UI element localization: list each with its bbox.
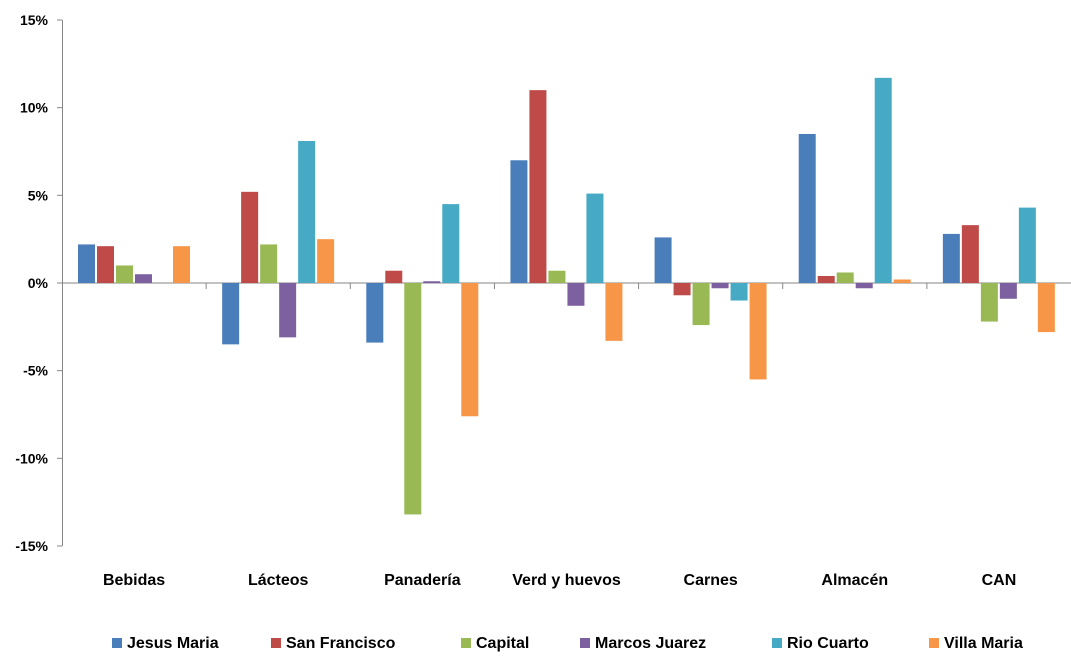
- category-label: CAN: [982, 572, 1017, 589]
- bar: [366, 283, 384, 343]
- category-label: Almacén: [821, 572, 888, 589]
- legend-swatch: [461, 638, 471, 648]
- bar: [961, 225, 979, 283]
- bar: [586, 193, 604, 283]
- bar: [135, 274, 152, 283]
- legend-label: Capital: [476, 635, 529, 652]
- legend-label: San Francisco: [286, 635, 396, 652]
- bar: [942, 233, 960, 283]
- y-tick-label: -10%: [15, 450, 48, 466]
- y-tick-label: -15%: [15, 538, 48, 554]
- bar: [97, 246, 114, 283]
- bar: [173, 246, 190, 283]
- bar: [317, 239, 335, 283]
- category-label: Panadería: [384, 572, 461, 589]
- y-tick-label: -5%: [23, 363, 48, 379]
- bar: [423, 281, 441, 283]
- bar: [279, 283, 297, 338]
- bar: [442, 204, 460, 283]
- legend-swatch: [112, 638, 122, 648]
- bar: [78, 244, 95, 283]
- bar: [798, 133, 816, 283]
- legend-swatch: [271, 638, 281, 648]
- bar: [1037, 283, 1055, 333]
- bar: [260, 244, 278, 283]
- legend-swatch: [580, 638, 590, 648]
- category-label: Bebidas: [103, 572, 165, 589]
- bar: [980, 283, 998, 322]
- bar: [567, 283, 585, 306]
- bar: [817, 275, 835, 283]
- category-label: Verd y huevos: [512, 572, 621, 589]
- y-tick-label: 5%: [28, 187, 49, 203]
- bar: [711, 283, 729, 289]
- bar: [836, 272, 854, 283]
- bar: [874, 77, 892, 283]
- legend-label: Marcos Juarez: [595, 635, 706, 652]
- category-label: Carnes: [684, 572, 738, 589]
- y-tick-label: 10%: [20, 100, 49, 116]
- bar: [404, 283, 422, 515]
- category-labels: Bebidas Lácteos Panadería Verd y huevos Carn…: [103, 572, 1016, 589]
- legend-swatch: [929, 638, 939, 648]
- bar: [855, 283, 873, 289]
- bars: [78, 77, 1055, 515]
- bar: [999, 283, 1017, 299]
- bar: [692, 283, 710, 326]
- legend-label: Villa Maria: [944, 635, 1023, 652]
- y-tick-labels: 15% 10% 5% 0% -5% -10% -15%: [15, 12, 48, 554]
- legend-label: Rio Cuarto: [787, 635, 869, 652]
- bar: [461, 283, 479, 417]
- bar: [893, 279, 911, 283]
- legend-swatch: [772, 638, 782, 648]
- legend-label: Jesus Maria: [127, 635, 219, 652]
- bar: [605, 283, 623, 341]
- y-tick-label: 0%: [28, 275, 49, 291]
- bar: [222, 283, 240, 345]
- category-label: Lácteos: [248, 572, 309, 589]
- bar: [529, 90, 547, 283]
- bar: [548, 270, 566, 283]
- legend: Jesus Maria San Francisco Capital Marcos Ju…: [112, 635, 1023, 652]
- bar: [1018, 207, 1036, 283]
- bar: [749, 283, 767, 380]
- bar: [116, 265, 133, 283]
- bar: [298, 140, 316, 283]
- bar: [673, 283, 691, 296]
- bar: [241, 191, 259, 283]
- bar: [654, 237, 672, 283]
- bar: [730, 283, 748, 301]
- bar: [510, 160, 528, 283]
- bar: [385, 270, 403, 283]
- y-tick-label: 15%: [20, 12, 49, 28]
